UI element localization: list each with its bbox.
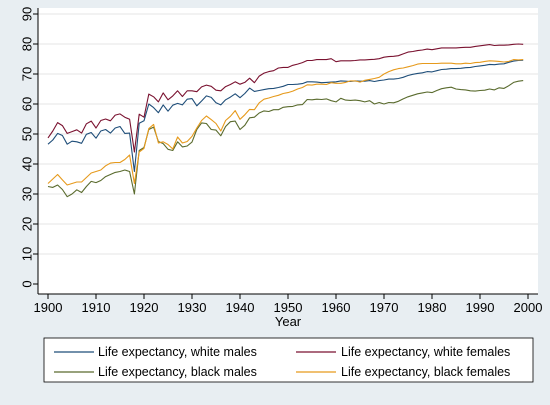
legend-label-4: Life expectancy, black females: [341, 365, 510, 379]
y-tick-label: 80: [20, 37, 35, 51]
x-axis-title: Year: [275, 314, 302, 329]
y-tick-label: 0: [20, 280, 35, 287]
x-tick-label: 1990: [466, 300, 495, 315]
y-tick-label: 60: [20, 97, 35, 111]
y-tick-label: 90: [20, 7, 35, 21]
series-line-3: [47, 80, 524, 198]
x-tick-label: 1910: [82, 300, 111, 315]
legend: Life expectancy, white males Life expecta…: [43, 337, 534, 383]
series-line-1: [47, 59, 524, 173]
x-tick-label: 1970: [370, 300, 399, 315]
x-tick-label: 1900: [34, 300, 63, 315]
grid-lines: [38, 13, 538, 255]
y-tick-label: 50: [20, 127, 35, 141]
x-tick-label: 1960: [322, 300, 351, 315]
axes: 0 10 20 30 40 50 60 70 80 90 1900 1910 1920 1930 1940 1…: [20, 7, 543, 315]
series-lines: [47, 43, 524, 198]
x-tick-label: 2000: [514, 300, 543, 315]
y-tick-label: 40: [20, 157, 35, 171]
y-tick-label: 30: [20, 187, 35, 201]
plot-area: [38, 8, 538, 294]
y-tick-label: 70: [20, 67, 35, 81]
series-line-4: [47, 59, 524, 186]
series-line-2: [47, 43, 524, 153]
y-tick-label: 20: [20, 217, 35, 231]
legend-label-3: Life expectancy, black males: [98, 365, 257, 379]
x-tick-label: 1940: [226, 300, 255, 315]
x-tick-label: 1920: [130, 300, 159, 315]
legend-label-2: Life expectancy, white females: [341, 345, 510, 359]
x-tick-label: 1930: [178, 300, 207, 315]
legend-label-1: Life expectancy, white males: [98, 345, 257, 359]
legend-box: [43, 337, 534, 383]
x-tick-label: 1950: [274, 300, 303, 315]
y-tick-label: 10: [20, 247, 35, 261]
x-tick-label: 1980: [418, 300, 447, 315]
